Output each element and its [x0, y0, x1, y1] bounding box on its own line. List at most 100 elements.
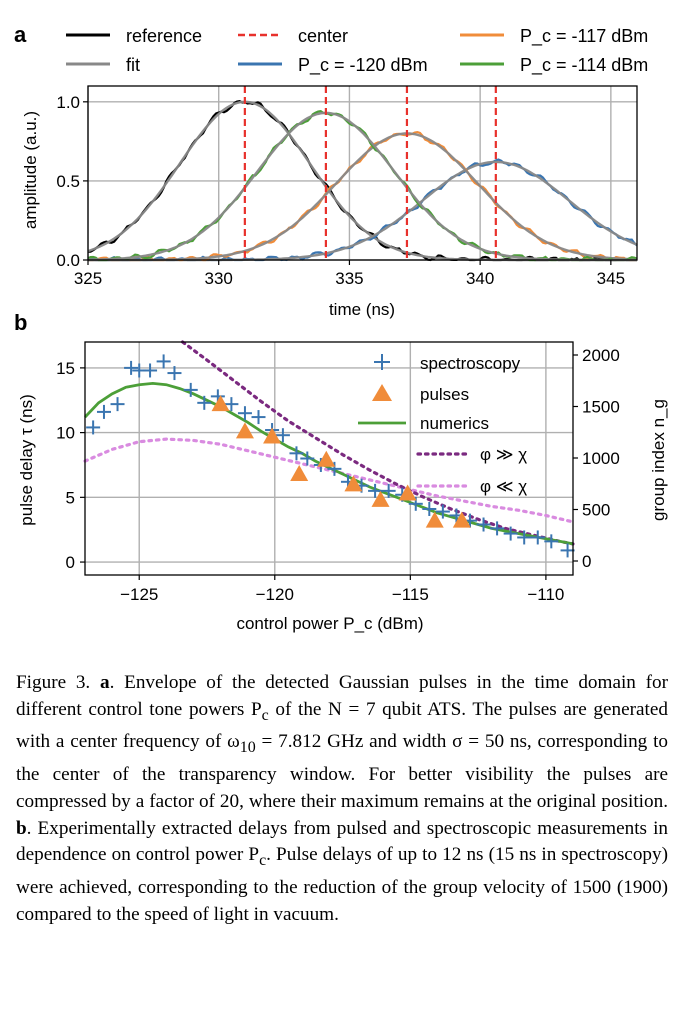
pulse-point [235, 422, 254, 439]
tick-label-x-b: −115 [392, 585, 429, 604]
spectroscopy-point [156, 354, 171, 369]
panel-b-legend-markers [358, 354, 468, 488]
phi-ll-curve [83, 437, 575, 524]
tick-label-y-b: 10 [56, 424, 75, 443]
tick-label-y-right: 0 [582, 552, 591, 571]
spectroscopy-point [96, 404, 111, 419]
spectroscopy-point [86, 420, 101, 435]
caption-a-text2: of the N = 7 qubit ATS. The pulses are g… [16, 698, 668, 753]
legend-phi-ll: φ ≪ χ [480, 477, 527, 496]
tick-label-x-b: −125 [120, 585, 158, 604]
panel-a-xlabel: time (ns) [329, 300, 395, 319]
legend-pulses: pulses [420, 385, 469, 404]
spectroscopy-point [251, 410, 266, 425]
tick-label-y-b: 15 [56, 359, 75, 378]
caption-a-text3: = 7.812 GHz and width σ = 50 ns, corresp… [16, 731, 668, 812]
tick-label-x-b: −120 [256, 585, 294, 604]
caption-sub-10: 10 [239, 739, 256, 757]
tick-label-y-a: 1.0 [56, 93, 80, 112]
pulse-point [452, 511, 471, 528]
legend-fit: fit [126, 55, 140, 75]
legend-reference: reference [126, 26, 202, 46]
tick-label-x-a: 345 [597, 269, 625, 288]
spectroscopy-point [183, 382, 198, 397]
spectroscopy-point [560, 543, 575, 558]
tick-label-y-a: 0.5 [56, 172, 80, 191]
figure: a reference fit center P_c = -120 dBm P_… [14, 22, 668, 633]
caption-b-text: . Experimentally extracted delays from p… [16, 817, 668, 866]
tick-label-x-a: 340 [466, 269, 494, 288]
panel-b-ylabel-left: pulse delay τ (ns) [17, 394, 36, 525]
fit-line-a [88, 132, 638, 262]
panel-b-ylabel-right: group index n_g [649, 399, 668, 521]
fit-line-a [87, 111, 637, 262]
tick-label-x-a: 325 [74, 269, 102, 288]
pulse-point [211, 395, 230, 412]
panel-a-plot: 325 330 335 340 345 0.0 0.5 1.0 [56, 85, 638, 288]
legend-pc114: P_c = -114 dBm [520, 55, 648, 76]
spectroscopy-point [237, 406, 252, 421]
caption-sub-c-1: c [261, 706, 269, 724]
tick-label-x-a: 330 [205, 269, 233, 288]
spectroscopy-point [544, 534, 559, 549]
spectroscopy-point [381, 483, 396, 498]
tick-label-x-b: −110 [527, 585, 564, 604]
caption-a-label: a [99, 672, 110, 693]
panel-b-legend: spectroscopy pulses numerics φ ≫ χ φ ≪ χ [420, 354, 527, 496]
caption-a-text: . Envelope of the detected Gaussian puls… [16, 672, 668, 720]
axes-box-a [87, 85, 638, 261]
spectroscopy-point [327, 461, 342, 476]
pulse-point [371, 490, 390, 507]
panel-b-xlabel: control power P_c (dBm) [236, 614, 423, 633]
tick-label-y-right: 2000 [582, 346, 620, 365]
caption-sub-c-2: c [259, 852, 267, 870]
spectroscopy-point [368, 483, 383, 498]
tick-label-y-b: 0 [66, 553, 75, 572]
pulse-point [344, 475, 363, 492]
panel-a-ylabel: amplitude (a.u.) [21, 111, 40, 229]
legend-spectroscopy: spectroscopy [420, 354, 521, 373]
spectroscopy-point [422, 501, 437, 516]
spectroscopy-point [110, 397, 125, 412]
legend-marker-pulses [372, 384, 392, 401]
phi-gg-curve [181, 340, 575, 546]
spectroscopy-point [167, 366, 182, 381]
tick-label-y-right: 1500 [582, 398, 620, 417]
tick-label-x-a: 335 [335, 269, 363, 288]
tick-label-y-right: 1000 [582, 449, 620, 468]
legend-phi-gg: φ ≫ χ [480, 445, 527, 464]
panel-b-label: b [14, 310, 27, 335]
spectroscopy-point [503, 526, 518, 541]
panel-a-legend: reference fit center P_c = -120 dBm P_c … [66, 26, 648, 76]
caption-b-label: b [16, 817, 27, 839]
tick-label-y-right: 500 [582, 501, 610, 520]
legend-numerics: numerics [420, 414, 489, 433]
spectroscopy-point [224, 397, 239, 412]
tick-label-y-b: 5 [66, 488, 75, 507]
spectroscopy-point [435, 504, 450, 519]
spectroscopy-point [300, 451, 315, 466]
pulse-point [290, 465, 309, 482]
tick-label-y-a: 0.0 [56, 251, 80, 270]
caption-fig: Figure 3. [16, 672, 91, 693]
spectroscopy-point [124, 360, 139, 375]
pulse-point [398, 484, 417, 501]
panel-b-plot: −125 −120 −115 −110 0 5 10 15 0 500 1000 1500 2000 [56, 340, 620, 604]
figure-caption: Figure 3. a. Envelope of the detected Ga… [16, 670, 668, 929]
spectroscopy-point [517, 530, 532, 545]
legend-pc117: P_c = -117 dBm [520, 26, 648, 47]
pulse-point [425, 511, 444, 528]
panel-a-label: a [14, 22, 27, 47]
pulse-point [263, 427, 282, 444]
spectroscopy-point [143, 363, 158, 378]
spectroscopy-point [530, 530, 545, 545]
legend-pc120: P_c = -120 dBm [298, 55, 428, 76]
spectroscopy-point [275, 428, 290, 443]
spectroscopy-point [197, 395, 212, 410]
series-line-a [87, 110, 638, 262]
legend-center: center [298, 26, 348, 46]
caption-b-text2: . Pulse delays of up to 12 ns (15 ns in … [16, 844, 668, 925]
spectroscopy-point [289, 446, 304, 461]
pulse-point [317, 450, 336, 467]
spectroscopy-point [490, 521, 505, 536]
